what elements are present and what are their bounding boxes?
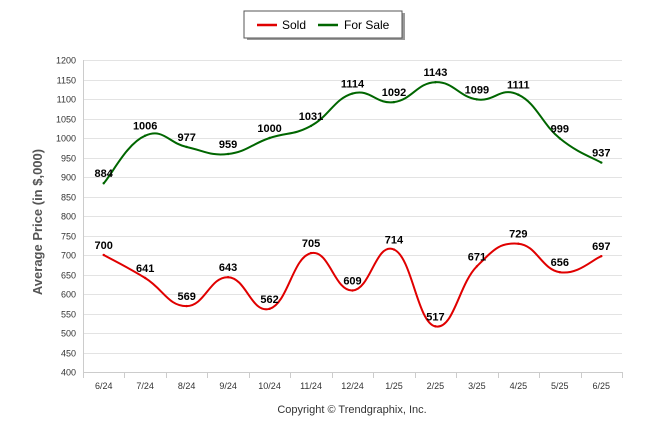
data-point-for-sale [434, 81, 437, 84]
y-tick-label: 650 [61, 271, 76, 281]
data-point-for-sale [392, 100, 396, 104]
copyright-footer: Copyright © Trendgraphix, Inc. [277, 404, 426, 416]
series-layer [102, 81, 603, 328]
y-tick-label: 1050 [56, 115, 76, 125]
grid-layer [83, 60, 622, 373]
y-tick-label: 1000 [56, 134, 76, 144]
x-tick-label: 6/24 [95, 381, 113, 391]
axis-layer: 400 450 500 550 600 650 700 750 800 850 900 950 1000… [56, 56, 623, 391]
data-point-for-sale [309, 124, 313, 128]
y-tick-label: 1200 [56, 56, 76, 66]
x-tick-label: 2/25 [427, 381, 445, 391]
data-label-for-sale: 1111 [507, 80, 530, 92]
y-tick-label: 950 [61, 154, 76, 164]
x-tick-label: 9/24 [219, 381, 237, 391]
x-tick-label: 8/24 [178, 381, 196, 391]
data-point-sold [517, 242, 520, 245]
data-point-sold [351, 289, 354, 292]
y-tick-label: 1100 [57, 95, 76, 105]
data-point-for-sale [226, 152, 230, 156]
data-point-sold [475, 265, 479, 268]
data-label-sold: 641 [136, 263, 154, 275]
data-label-sold: 609 [343, 275, 361, 287]
data-point-sold [226, 276, 230, 279]
data-label-sold: 714 [385, 235, 404, 247]
x-tick-label: 5/25 [551, 381, 569, 391]
data-label-for-sale: 1114 [341, 79, 365, 91]
data-label-for-sale: 959 [219, 139, 237, 151]
data-point-for-sale [143, 134, 147, 137]
data-point-for-sale [475, 98, 479, 101]
data-point-sold [309, 251, 313, 255]
data-point-for-sale [558, 137, 562, 140]
data-label-for-sale: 977 [177, 132, 195, 144]
data-label-sold: 700 [95, 240, 113, 252]
y-axis-title: Average Price (in $,000) [30, 149, 45, 295]
x-tick-label: 1/25 [385, 381, 403, 391]
data-label-sold: 671 [468, 251, 486, 263]
y-tick-label: 800 [61, 212, 76, 222]
data-label-sold: 697 [592, 241, 610, 253]
data-point-for-sale [268, 136, 271, 140]
data-point-sold [600, 254, 603, 258]
data-label-for-sale: 1031 [299, 111, 323, 123]
y-tick-label: 500 [61, 329, 76, 339]
data-point-for-sale [185, 145, 188, 149]
y-tick-label: 750 [61, 232, 76, 242]
data-label-sold: 729 [509, 229, 527, 241]
data-point-sold [268, 307, 271, 311]
y-tick-label: 400 [61, 368, 76, 378]
data-label-for-sale: 1006 [133, 121, 157, 133]
x-tick-label: 12/24 [341, 381, 364, 391]
data-point-sold [185, 304, 188, 308]
data-label-for-sale: 937 [592, 148, 610, 160]
data-label-sold: 643 [219, 262, 237, 274]
data-label-for-sale: 999 [551, 123, 569, 135]
data-label-for-sale: 1092 [382, 87, 406, 99]
data-label-sold: 656 [551, 257, 569, 269]
data-point-for-sale [351, 92, 354, 95]
data-point-sold [143, 276, 147, 280]
y-tick-label: 1150 [57, 76, 76, 86]
data-point-sold [558, 270, 562, 274]
data-label-layer: 700 641 569 643 562 705 609 714 517 671 729 656 697 8… [95, 67, 611, 323]
data-point-sold [392, 248, 396, 251]
y-tick-label: 850 [61, 193, 76, 203]
y-tick-label: 600 [61, 290, 76, 300]
data-point-for-sale [102, 182, 105, 185]
x-tick-label: 3/25 [468, 381, 486, 391]
data-label-for-sale: 884 [95, 168, 114, 180]
y-tick-label: 450 [61, 349, 76, 359]
legend-label-sold: Sold [282, 18, 306, 32]
data-point-sold [434, 325, 437, 328]
y-tick-label: 900 [61, 173, 76, 183]
data-label-for-sale: 1143 [423, 67, 447, 79]
data-label-sold: 562 [260, 294, 278, 306]
x-tick-label: 11/24 [300, 381, 322, 391]
data-point-for-sale [517, 93, 520, 96]
data-label-sold: 569 [177, 291, 195, 303]
x-tick-label: 10/24 [258, 381, 281, 391]
y-tick-label: 700 [61, 251, 76, 261]
y-tick-label: 550 [61, 310, 76, 320]
legend-label-for-sale: For Sale [344, 18, 390, 32]
x-tick-label: 7/24 [136, 381, 154, 391]
data-label-sold: 705 [302, 238, 320, 250]
x-tick-label: 6/25 [593, 381, 611, 391]
legend: Sold For Sale [243, 10, 405, 40]
data-point-sold [102, 253, 105, 257]
data-point-for-sale [600, 161, 603, 164]
data-label-for-sale: 1000 [257, 123, 281, 135]
x-tick-label: 4/25 [510, 381, 528, 391]
data-label-for-sale: 1099 [465, 84, 489, 96]
data-label-sold: 517 [426, 311, 444, 323]
